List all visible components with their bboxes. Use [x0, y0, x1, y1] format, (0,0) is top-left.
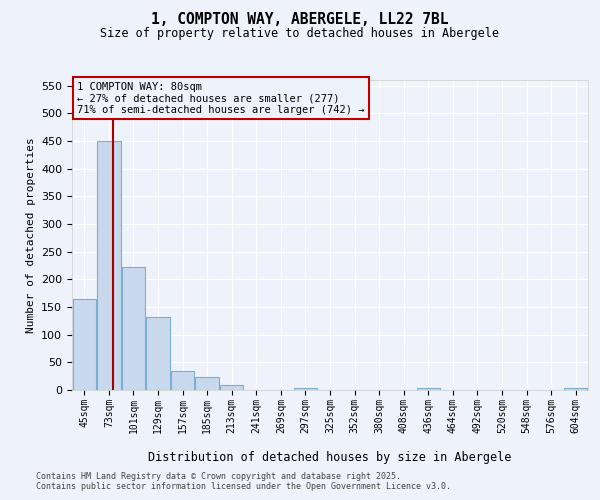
Bar [416, 388, 440, 390]
Text: Size of property relative to detached houses in Abergele: Size of property relative to detached ho… [101, 28, 499, 40]
Bar [122, 267, 145, 390]
Text: Distribution of detached houses by size in Abergele: Distribution of detached houses by size … [148, 451, 512, 464]
Text: 1 COMPTON WAY: 80sqm
← 27% of detached houses are smaller (277)
71% of semi-deta: 1 COMPTON WAY: 80sqm ← 27% of detached h… [77, 82, 365, 115]
Bar [97, 142, 121, 390]
Bar [220, 385, 244, 390]
Bar [171, 370, 194, 390]
Bar [564, 388, 587, 390]
Text: Contains HM Land Registry data © Crown copyright and database right 2025.: Contains HM Land Registry data © Crown c… [36, 472, 401, 481]
Text: Contains public sector information licensed under the Open Government Licence v3: Contains public sector information licen… [36, 482, 451, 491]
Bar [294, 388, 317, 390]
Bar [73, 298, 96, 390]
Y-axis label: Number of detached properties: Number of detached properties [26, 137, 35, 333]
Bar [196, 378, 219, 390]
Bar [146, 317, 170, 390]
Text: 1, COMPTON WAY, ABERGELE, LL22 7BL: 1, COMPTON WAY, ABERGELE, LL22 7BL [151, 12, 449, 28]
